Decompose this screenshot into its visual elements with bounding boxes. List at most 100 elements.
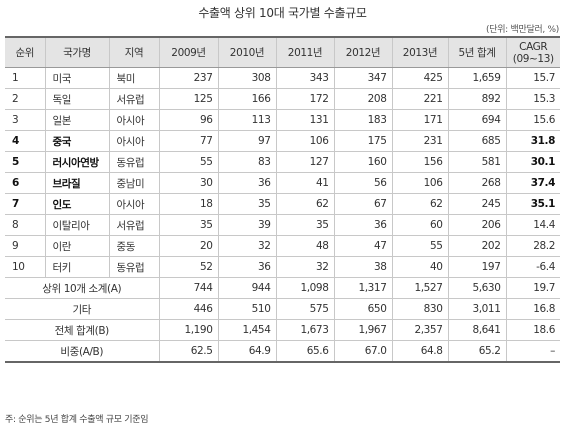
total5-cell: 694 xyxy=(447,109,506,131)
y2009-cell: 52 xyxy=(158,256,218,278)
y2012-cell: 160 xyxy=(333,151,392,173)
y2010-cell: 83 xyxy=(217,151,276,173)
y2009-cell: 18 xyxy=(158,193,218,215)
cagr-cell: 15.6 xyxy=(505,109,560,131)
region-cell: 동유럽 xyxy=(108,151,159,173)
total5-cell: 197 xyxy=(447,256,506,278)
header-2010: 2010년 xyxy=(217,36,276,68)
cagr-cell: 28.2 xyxy=(505,235,560,257)
header-2009: 2009년 xyxy=(158,36,218,68)
total5-cell: 65.2 xyxy=(447,340,506,363)
total5-cell: 206 xyxy=(447,214,506,236)
y2013-cell: 156 xyxy=(391,151,448,173)
y2013-cell: 62 xyxy=(391,193,448,215)
cagr-cell: 14.4 xyxy=(505,214,560,236)
y2011-cell: 65.6 xyxy=(275,340,334,363)
table-row: 5 러시아연방 동유럽 55 83 127 160 156 581 30.1 xyxy=(5,151,560,173)
y2010-cell: 64.9 xyxy=(217,340,276,363)
country-cell: 터키 xyxy=(44,256,109,278)
rank-cell: 2 xyxy=(5,88,45,110)
summary-row: 전체 합계(B) 1,190 1,454 1,673 1,967 2,357 8,641 18… xyxy=(5,319,560,341)
total5-cell: 685 xyxy=(447,130,506,152)
table-row: 9 이란 중동 20 32 48 47 55 202 28.2 xyxy=(5,235,560,257)
table-row: 8 이탈리아 서유럽 35 39 35 36 60 206 14.4 xyxy=(5,214,560,236)
header-2013: 2013년 xyxy=(391,36,448,68)
total5-cell: 892 xyxy=(447,88,506,110)
y2010-cell: 39 xyxy=(217,214,276,236)
y2009-cell: 20 xyxy=(158,235,218,257)
y2009-cell: 30 xyxy=(158,172,218,194)
y2013-cell: 60 xyxy=(391,214,448,236)
y2010-cell: 36 xyxy=(217,172,276,194)
table-row: 6 브라질 중남미 30 36 41 56 106 268 37.4 xyxy=(5,172,560,194)
y2011-cell: 343 xyxy=(275,67,334,89)
summary-label: 전체 합계(B) xyxy=(5,319,159,341)
y2013-cell: 40 xyxy=(391,256,448,278)
rank-cell: 4 xyxy=(5,130,45,152)
region-cell: 서유럽 xyxy=(108,214,159,236)
country-cell: 이탈리아 xyxy=(44,214,109,236)
y2009-cell: 55 xyxy=(158,151,218,173)
summary-label: 비중(A/B) xyxy=(5,340,159,363)
y2012-cell: 1,317 xyxy=(333,277,392,299)
y2011-cell: 575 xyxy=(275,298,334,320)
unit-label: (단위: 백만달러, %) xyxy=(486,25,559,35)
rank-cell: 5 xyxy=(5,151,45,173)
header-cagr: CAGR (09~13) xyxy=(505,36,560,68)
header-2011: 2011년 xyxy=(275,36,334,68)
country-cell: 인도 xyxy=(44,193,109,215)
y2013-cell: 221 xyxy=(391,88,448,110)
header-region: 지역 xyxy=(108,36,159,68)
y2010-cell: 35 xyxy=(217,193,276,215)
table-row: 4 중국 아시아 77 97 106 175 231 685 31.8 xyxy=(5,130,560,152)
y2013-cell: 425 xyxy=(391,67,448,89)
country-cell: 중국 xyxy=(44,130,109,152)
y2013-cell: 106 xyxy=(391,172,448,194)
table-row: 7 인도 아시아 18 35 62 67 62 245 35.1 xyxy=(5,193,560,215)
total5-cell: 245 xyxy=(447,193,506,215)
y2012-cell: 347 xyxy=(333,67,392,89)
cagr-cell: 16.8 xyxy=(505,298,560,320)
rank-cell: 8 xyxy=(5,214,45,236)
y2011-cell: 35 xyxy=(275,214,334,236)
total5-cell: 5,630 xyxy=(447,277,506,299)
rank-cell: 6 xyxy=(5,172,45,194)
country-cell: 미국 xyxy=(44,67,109,89)
y2012-cell: 650 xyxy=(333,298,392,320)
cagr-cell: 31.8 xyxy=(505,130,560,152)
rank-cell: 1 xyxy=(5,67,45,89)
y2009-cell: 35 xyxy=(158,214,218,236)
cagr-cell: – xyxy=(505,340,560,363)
region-cell: 아시아 xyxy=(108,130,159,152)
y2013-cell: 55 xyxy=(391,235,448,257)
y2009-cell: 77 xyxy=(158,130,218,152)
cagr-cell: 15.3 xyxy=(505,88,560,110)
y2010-cell: 944 xyxy=(217,277,276,299)
y2009-cell: 125 xyxy=(158,88,218,110)
summary-label: 상위 10개 소계(A) xyxy=(5,277,159,299)
y2009-cell: 96 xyxy=(158,109,218,131)
y2011-cell: 1,673 xyxy=(275,319,334,341)
y2012-cell: 47 xyxy=(333,235,392,257)
rank-cell: 9 xyxy=(5,235,45,257)
y2010-cell: 308 xyxy=(217,67,276,89)
y2012-cell: 56 xyxy=(333,172,392,194)
y2012-cell: 67.0 xyxy=(333,340,392,363)
y2009-cell: 237 xyxy=(158,67,218,89)
summary-label: 기타 xyxy=(5,298,159,320)
cagr-cell: 37.4 xyxy=(505,172,560,194)
cagr-cell: 19.7 xyxy=(505,277,560,299)
region-cell: 중동 xyxy=(108,235,159,257)
total5-cell: 8,641 xyxy=(447,319,506,341)
region-cell: 아시아 xyxy=(108,109,159,131)
header-total5: 5년 합계 xyxy=(447,36,506,68)
total5-cell: 3,011 xyxy=(447,298,506,320)
y2013-cell: 1,527 xyxy=(391,277,448,299)
header-row: 순위 국가명 지역 2009년 2010년 2011년 2012년 2013년 … xyxy=(5,36,560,68)
y2009-cell: 62.5 xyxy=(158,340,218,363)
rank-cell: 3 xyxy=(5,109,45,131)
y2013-cell: 830 xyxy=(391,298,448,320)
header-country: 국가명 xyxy=(44,36,109,68)
total5-cell: 268 xyxy=(447,172,506,194)
